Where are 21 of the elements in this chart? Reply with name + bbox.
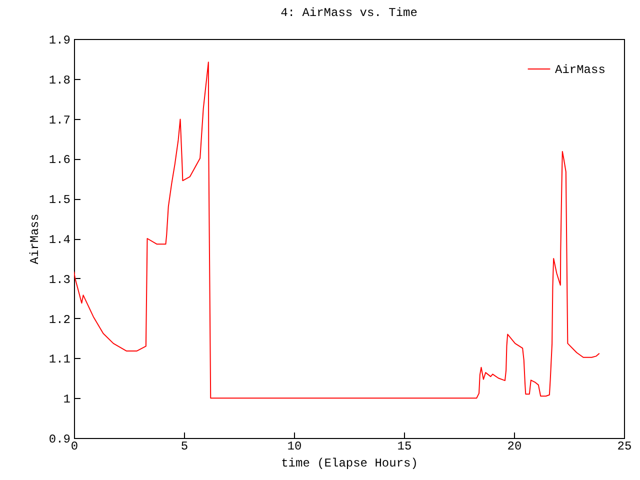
x-tick-label: 0 (70, 440, 78, 454)
y-tick-label: 1.4 (48, 233, 70, 247)
y-tick-label: 1.5 (48, 193, 70, 208)
y-axis-title: AirMass (28, 214, 42, 264)
x-tick-label: 20 (507, 440, 522, 454)
y-tick-label: 1.6 (48, 153, 70, 168)
y-tick-label: 1.7 (48, 113, 70, 128)
x-tick-label: 25 (617, 440, 632, 454)
x-tick-label: 5 (180, 440, 188, 454)
y-tick-label: 1.3 (48, 272, 70, 287)
y-tick-label: 1.1 (48, 352, 70, 367)
x-axis-title: time (Elapse Hours) (281, 456, 418, 470)
y-tick-label: 1 (63, 392, 70, 407)
y-tick-label: 1.2 (48, 312, 70, 327)
legend-label: AirMass (555, 63, 606, 77)
y-tick-label: 1.8 (48, 73, 70, 88)
x-tick-label: 15 (397, 440, 412, 454)
chart-title: 4: AirMass vs. Time (280, 6, 418, 20)
y-tick-label: 0.9 (48, 432, 70, 446)
y-tick-label: 1.9 (48, 34, 70, 48)
x-tick-label: 10 (287, 440, 302, 454)
